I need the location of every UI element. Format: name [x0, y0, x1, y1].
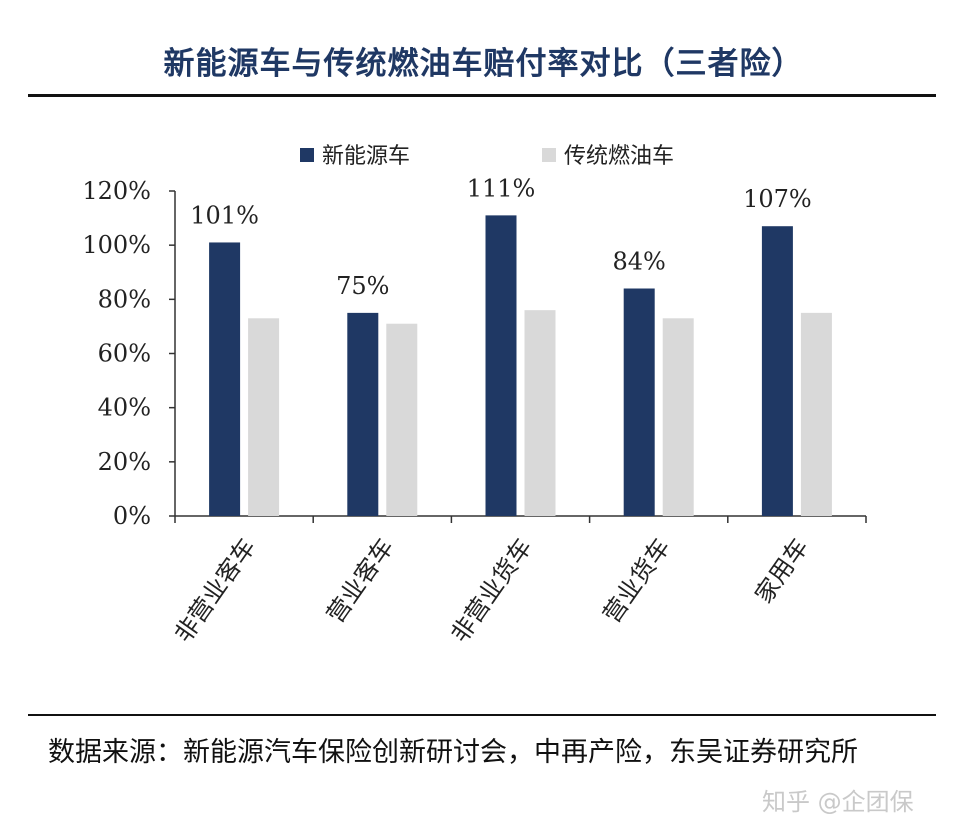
- title-rule: [28, 94, 936, 97]
- x-category-label: 家用车: [750, 533, 814, 608]
- bar-new-energy: [209, 242, 241, 517]
- y-tick-label: 60%: [98, 340, 151, 368]
- bar-fuel: [248, 318, 280, 516]
- x-category-label: 营业货车: [598, 533, 676, 628]
- source-rule: [28, 714, 936, 716]
- data-label: 111%: [467, 174, 536, 202]
- legend-item-fuel: 传统燃油车: [542, 138, 675, 169]
- bar-new-energy: [485, 215, 517, 516]
- y-tick-label: 80%: [98, 285, 151, 313]
- x-category-label: 营业客车: [321, 533, 399, 628]
- y-tick-label: 20%: [98, 448, 151, 476]
- chart-title: 新能源车与传统燃油车赔付率对比（三者险）: [163, 46, 804, 82]
- data-label: 107%: [743, 185, 812, 213]
- bar-new-energy: [347, 312, 379, 516]
- bar-fuel: [662, 318, 694, 516]
- watermark: 知乎 @企团保: [762, 788, 914, 816]
- x-category-label: 非营业货车: [446, 533, 538, 647]
- bar-new-energy: [761, 226, 793, 517]
- bar-fuel: [800, 312, 832, 516]
- data-label: 84%: [613, 248, 666, 276]
- legend-item-new-energy: 新能源车: [300, 138, 411, 169]
- data-label: 101%: [190, 201, 259, 229]
- bar-fuel: [524, 310, 556, 516]
- bar-new-energy: [623, 288, 655, 516]
- y-tick-label: 120%: [82, 177, 151, 205]
- legend-label-new-energy: 新能源车: [322, 144, 411, 169]
- bar-chart: 0% 20% 40% 60% 80% 100% 120% 101% 非营业客车 75% 营业客车 11…: [82, 174, 867, 648]
- source-note: 数据来源：新能源汽车保险创新研讨会，中再产险，东吴证券研究所: [48, 737, 858, 768]
- bar-fuel: [386, 323, 418, 516]
- data-label: 75%: [336, 272, 389, 300]
- legend-swatch-fuel: [542, 148, 556, 162]
- legend-swatch-new-energy: [300, 148, 314, 162]
- y-tick-label: 100%: [82, 231, 151, 259]
- y-tick-label: 40%: [98, 394, 151, 422]
- x-category-label: 非营业客车: [169, 533, 261, 647]
- legend-label-fuel: 传统燃油车: [564, 144, 675, 169]
- y-tick-label: 0%: [113, 502, 151, 530]
